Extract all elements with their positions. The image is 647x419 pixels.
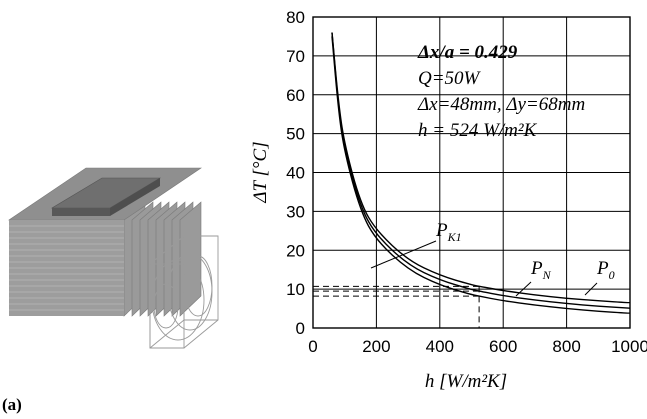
curve-label-p0-sub: 0 — [609, 268, 615, 282]
chart: 0 200 400 600 800 1000 0 10 20 30 40 50 60 70 80 h [W… — [250, 8, 647, 392]
annotation-ratio: Δx/a = 0.429 — [417, 42, 518, 63]
curve-label-pn-leader — [515, 281, 532, 297]
y-tick-label: 20 — [286, 241, 305, 260]
y-tick-label: 50 — [286, 125, 305, 144]
x-tick-label: 800 — [552, 337, 580, 356]
curve-label-p0-main: P — [596, 258, 609, 279]
curve-label-p0-leader — [584, 282, 598, 296]
x-tick-label: 200 — [362, 337, 390, 356]
curve-label-pn: PN — [515, 258, 552, 297]
grid — [313, 17, 630, 328]
panel-label: (a) — [2, 395, 22, 414]
y-tick-label: 30 — [286, 202, 305, 221]
curve-label-pk1: PK1 — [370, 220, 462, 269]
curve-label-pk1-main: P — [435, 220, 448, 241]
annotation-dimensions: Δx=48mm, Δy=68mm — [417, 94, 585, 115]
x-axis-label: h [W/m²K] — [425, 371, 507, 392]
fan-outline — [149, 235, 219, 349]
curve-label-pk1-leader — [370, 240, 437, 269]
annotation-block: Δx/a = 0.429 Q=50W Δx=48mm, Δy=68mm h = … — [417, 42, 585, 141]
svg-text:PN: PN — [530, 258, 552, 282]
x-tick-label: 400 — [426, 337, 454, 356]
heatsink-illustration — [8, 167, 219, 349]
x-tick-label: 600 — [489, 337, 517, 356]
curve-label-pn-main: P — [530, 258, 543, 279]
svg-text:P0: P0 — [596, 258, 615, 282]
x-tick-labels: 0 200 400 600 800 1000 — [308, 337, 647, 356]
y-tick-label: 40 — [286, 164, 305, 183]
series-line-1 — [331, 32, 631, 309]
y-tick-label: 70 — [286, 47, 305, 66]
x-tick-label: 0 — [308, 337, 317, 356]
series-line-2 — [331, 36, 631, 314]
annotation-h: h = 524 W/m²K — [418, 120, 538, 141]
y-tick-label: 10 — [286, 280, 305, 299]
heatsink-front-stripes — [9, 225, 124, 311]
curve-label-pn-sub: N — [542, 268, 552, 282]
x-tick-label: 1000 — [611, 337, 647, 356]
heat-source-block — [50, 177, 162, 216]
reference-lines — [313, 285, 480, 328]
series — [331, 32, 631, 314]
series-line-0 — [331, 32, 631, 304]
plot-frame — [312, 16, 631, 329]
curve-label-pk1-sub: K1 — [447, 230, 462, 244]
y-tick-label: 0 — [296, 319, 305, 338]
curve-label-p0: P0 — [584, 258, 615, 296]
y-tick-label: 80 — [286, 8, 305, 27]
y-axis-label: ΔT [°C] — [250, 141, 271, 203]
y-tick-label: 60 — [286, 86, 305, 105]
annotation-power: Q=50W — [418, 68, 482, 89]
y-tick-labels: 0 10 20 30 40 50 60 70 80 — [286, 8, 305, 338]
heatsink-fins — [123, 201, 202, 317]
svg-text:PK1: PK1 — [435, 220, 462, 244]
